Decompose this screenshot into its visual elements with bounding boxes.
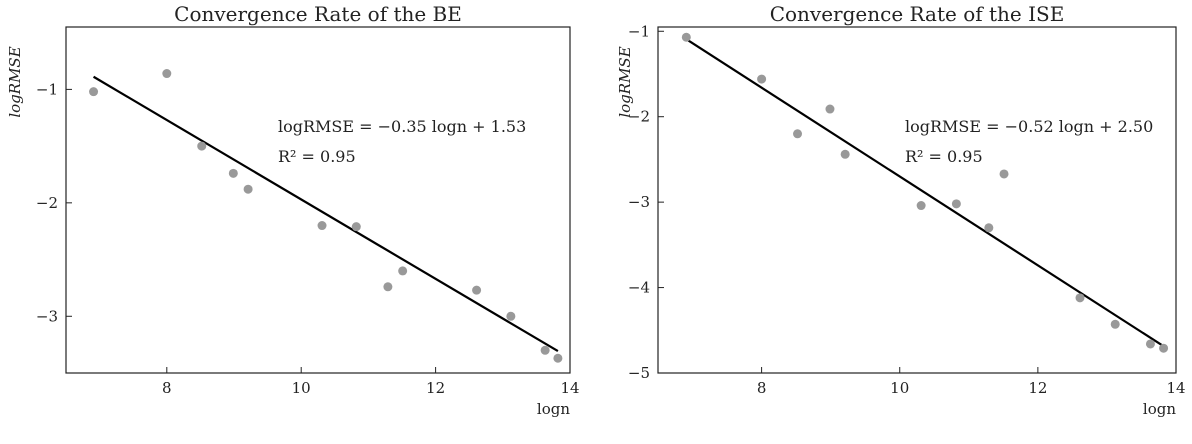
plot-frame <box>65 26 571 374</box>
data-point <box>89 87 99 97</box>
y-tick-label: −3 <box>628 193 650 211</box>
data-point <box>1110 319 1120 329</box>
y-axis-label: logRMSE <box>616 46 634 117</box>
y-tick-label: −1 <box>36 80 58 98</box>
x-tick-label: 12 <box>1028 379 1047 397</box>
chart-ise: Convergence Rate of the ISE logRMSE logn… <box>616 2 1186 418</box>
data-point <box>317 221 327 231</box>
data-point <box>825 104 835 114</box>
data-point <box>951 199 961 209</box>
r-squared: R² = 0.95 <box>905 147 983 166</box>
data-point <box>351 222 361 232</box>
data-point <box>1159 343 1169 353</box>
chart-be: Convergence Rate of the BE logRMSE logn … <box>6 2 580 418</box>
data-point <box>243 184 253 194</box>
data-point <box>840 149 850 159</box>
data-point <box>398 266 408 276</box>
data-point <box>1145 339 1155 349</box>
data-point <box>472 285 482 295</box>
fit-equation: logRMSE = −0.35 logn + 1.53 <box>278 117 526 136</box>
data-point <box>540 345 550 355</box>
x-tick-label: 10 <box>890 379 909 397</box>
plot-frame <box>657 26 1177 374</box>
fit-line <box>92 75 559 353</box>
y-tick-label: −1 <box>628 22 650 40</box>
x-tick-label: 14 <box>560 379 579 397</box>
r-squared: R² = 0.95 <box>278 147 356 166</box>
data-point <box>984 223 994 233</box>
y-tick-label: −2 <box>36 194 58 212</box>
data-point <box>757 74 767 84</box>
chart-title: Convergence Rate of the BE <box>174 2 462 26</box>
data-point <box>197 141 207 151</box>
x-axis-label: logn <box>537 400 570 418</box>
y-tick-label: −4 <box>628 279 650 297</box>
data-point <box>1075 293 1085 303</box>
x-tick-label: 14 <box>1166 379 1185 397</box>
data-point <box>916 201 926 211</box>
data-point <box>383 282 393 292</box>
x-tick-label: 10 <box>292 379 311 397</box>
y-tick-label: −5 <box>628 364 650 382</box>
y-tick-label: −2 <box>628 108 650 126</box>
x-tick-label: 12 <box>426 379 445 397</box>
data-point <box>999 169 1009 179</box>
data-point <box>162 69 172 79</box>
x-tick-label: 8 <box>162 379 172 397</box>
data-point <box>681 32 691 42</box>
x-axis-label: logn <box>1143 400 1176 418</box>
y-tick-label: −3 <box>36 307 58 325</box>
data-point <box>506 311 516 321</box>
data-point <box>793 129 803 139</box>
data-point <box>553 353 563 363</box>
fit-equation: logRMSE = −0.52 logn + 2.50 <box>905 117 1153 136</box>
chart-title: Convergence Rate of the ISE <box>770 2 1065 26</box>
y-axis-label: logRMSE <box>6 46 24 117</box>
data-point <box>228 168 238 178</box>
x-tick-label: 8 <box>757 379 767 397</box>
fit-line <box>685 38 1165 348</box>
